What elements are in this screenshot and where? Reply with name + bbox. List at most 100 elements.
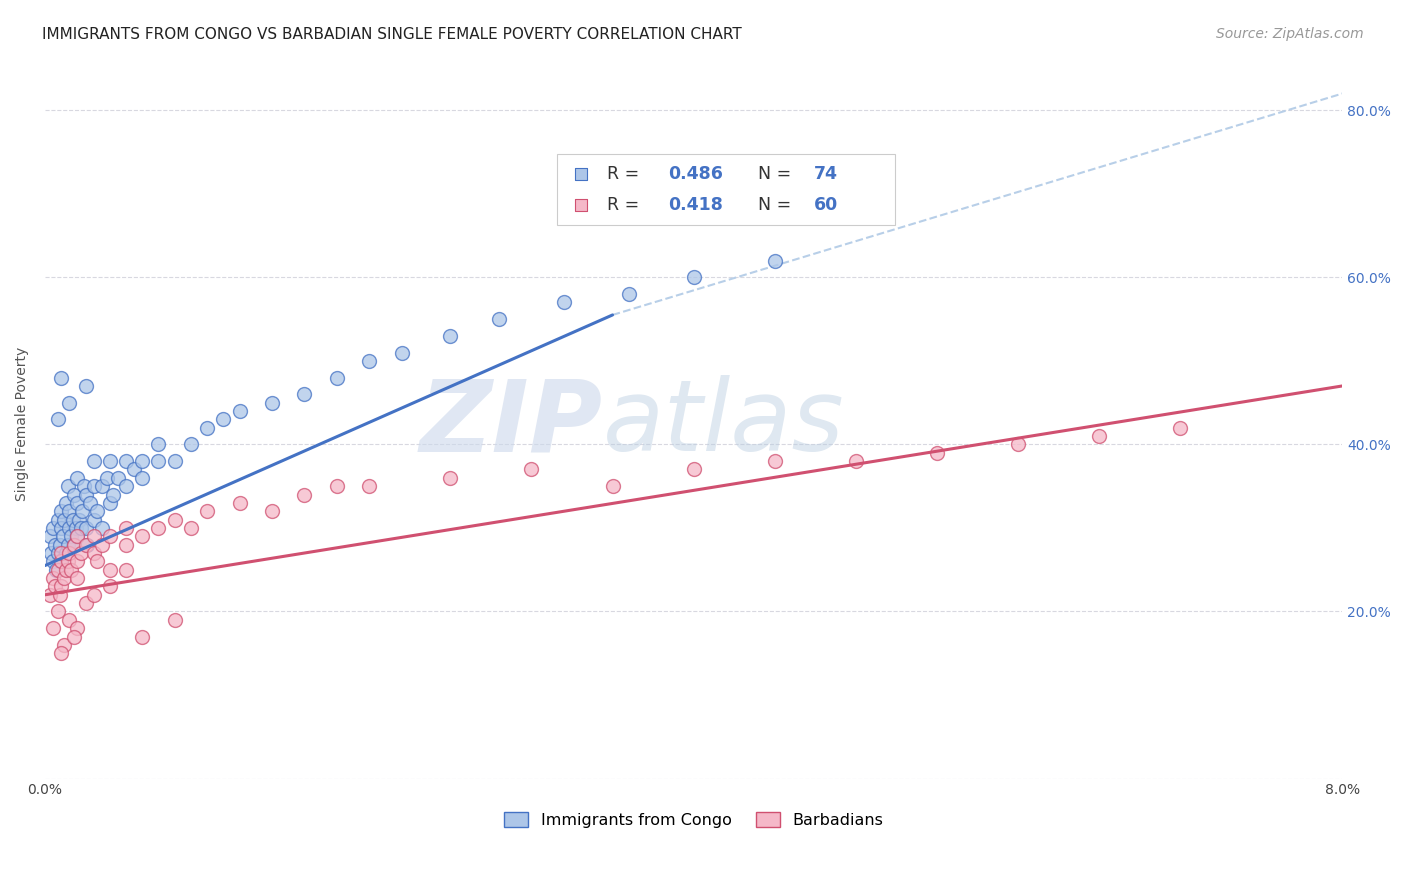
Point: [115, 538, 138, 552]
Point: [359, 479, 381, 493]
Point: [98, 496, 121, 510]
Point: [83, 454, 105, 468]
Point: [90, 479, 112, 493]
Text: 74: 74: [814, 165, 838, 183]
Point: [1088, 429, 1111, 443]
Point: [83, 529, 105, 543]
Point: [56, 479, 79, 493]
Point: [845, 454, 868, 468]
Text: N =: N =: [758, 165, 797, 183]
Point: [79, 496, 101, 510]
Point: [115, 521, 138, 535]
Point: [51, 504, 73, 518]
Point: [101, 487, 124, 501]
Point: [65, 521, 87, 535]
Point: [98, 454, 121, 468]
Text: 0.418: 0.418: [668, 196, 723, 214]
Point: [48, 538, 70, 552]
Point: [66, 496, 89, 510]
Text: R =: R =: [607, 165, 644, 183]
Point: [617, 287, 640, 301]
Point: [682, 270, 704, 285]
Point: [63, 630, 86, 644]
Point: [59, 563, 82, 577]
Point: [53, 513, 76, 527]
Point: [38, 529, 60, 543]
Text: 60: 60: [814, 196, 838, 214]
Point: [62, 513, 84, 527]
Point: [90, 538, 112, 552]
Point: [260, 395, 283, 409]
Text: R =: R =: [607, 196, 644, 214]
Point: [67, 513, 90, 527]
Point: [212, 412, 235, 426]
Point: [439, 471, 461, 485]
Point: [51, 554, 73, 568]
Point: [51, 546, 73, 560]
Point: [46, 605, 69, 619]
Point: [763, 454, 786, 468]
Point: [72, 504, 94, 518]
Point: [66, 621, 89, 635]
Text: Source: ZipAtlas.com: Source: ZipAtlas.com: [1216, 27, 1364, 41]
Point: [75, 487, 97, 501]
Point: [115, 454, 138, 468]
Point: [682, 462, 704, 476]
Point: [42, 521, 65, 535]
Point: [46, 563, 69, 577]
Point: [63, 487, 86, 501]
Point: [90, 521, 112, 535]
Point: [59, 529, 82, 543]
FancyBboxPatch shape: [557, 153, 894, 225]
Point: [122, 462, 145, 476]
Point: [58, 613, 80, 627]
Point: [326, 370, 349, 384]
Point: [73, 479, 96, 493]
Point: [53, 571, 76, 585]
Legend: Immigrants from Congo, Barbadians: Immigrants from Congo, Barbadians: [498, 805, 890, 835]
Point: [553, 295, 575, 310]
Text: IMMIGRANTS FROM CONGO VS BARBADIAN SINGLE FEMALE POVERTY CORRELATION CHART: IMMIGRANTS FROM CONGO VS BARBADIAN SINGL…: [42, 27, 742, 42]
Point: [38, 588, 60, 602]
Point: [83, 546, 105, 560]
Text: atlas: atlas: [603, 375, 845, 472]
Point: [58, 395, 80, 409]
Point: [326, 479, 349, 493]
Point: [439, 328, 461, 343]
Point: [86, 554, 108, 568]
Point: [195, 421, 218, 435]
Point: [488, 312, 510, 326]
Point: [131, 471, 153, 485]
Point: [46, 412, 69, 426]
Point: [51, 370, 73, 384]
Point: [148, 521, 170, 535]
Point: [260, 504, 283, 518]
Point: [41, 546, 63, 560]
Point: [294, 387, 316, 401]
Text: ZIP: ZIP: [420, 375, 603, 472]
Point: [75, 521, 97, 535]
Point: [63, 538, 86, 552]
Point: [51, 646, 73, 660]
Point: [180, 437, 202, 451]
Point: [520, 462, 543, 476]
Point: [359, 354, 381, 368]
Point: [46, 546, 69, 560]
Point: [46, 513, 69, 527]
Point: [228, 404, 250, 418]
Point: [55, 496, 77, 510]
Point: [96, 471, 118, 485]
Point: [51, 521, 73, 535]
Point: [180, 521, 202, 535]
Point: [228, 496, 250, 510]
Point: [63, 538, 86, 552]
Point: [66, 529, 89, 543]
Point: [75, 596, 97, 610]
Point: [56, 538, 79, 552]
Point: [58, 521, 80, 535]
Point: [52, 529, 75, 543]
Point: [163, 513, 186, 527]
Point: [294, 487, 316, 501]
Point: [1007, 437, 1029, 451]
Point: [44, 579, 66, 593]
